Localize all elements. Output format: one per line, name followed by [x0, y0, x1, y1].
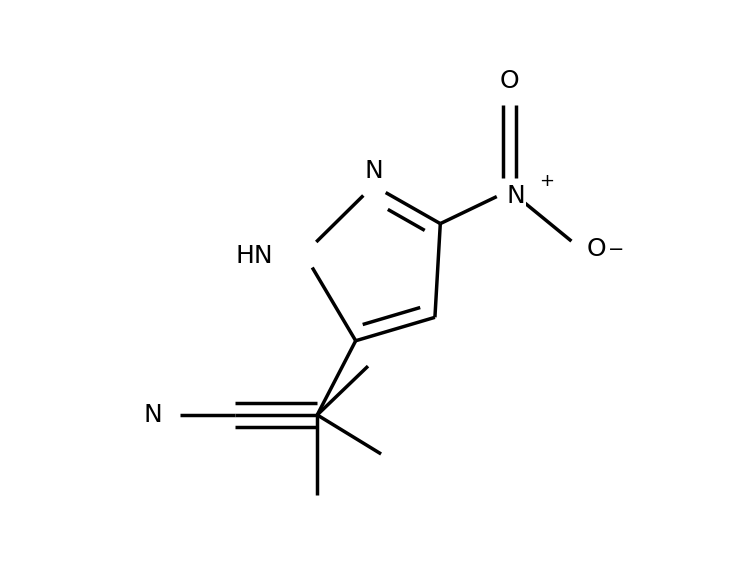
Text: O: O	[500, 69, 520, 93]
Text: +: +	[539, 172, 554, 190]
Text: O: O	[587, 237, 606, 261]
Text: HN: HN	[236, 244, 273, 268]
Text: −: −	[607, 240, 624, 259]
Text: N: N	[364, 159, 383, 183]
Text: N: N	[143, 403, 162, 427]
Text: N: N	[506, 184, 526, 208]
